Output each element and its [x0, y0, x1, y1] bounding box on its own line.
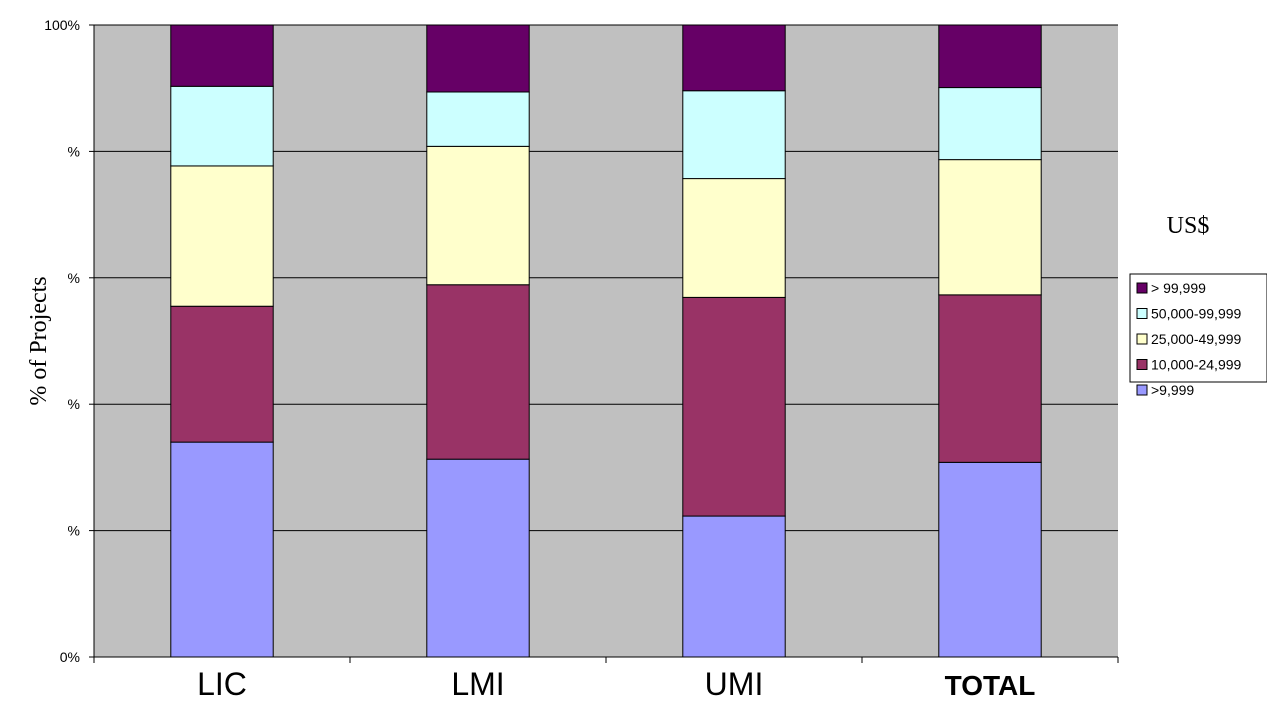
y-tick-label: 0%	[60, 649, 80, 665]
legend: > 99,999 50,000-99,999 25,000-49,999 10,000…	[1129, 273, 1267, 398]
bar-segment	[426, 145, 530, 286]
bar-segment	[682, 296, 786, 517]
legend-swatch	[1136, 333, 1148, 345]
x-tick-label: LIC	[197, 666, 247, 702]
legend-swatch	[1136, 308, 1148, 319]
y-tick-label: %	[68, 270, 80, 286]
y-tick-label: %	[68, 396, 80, 412]
bar-segment	[938, 87, 1042, 161]
legend-swatch	[1136, 384, 1148, 396]
bar-segment	[426, 91, 530, 147]
y-tick-label: %	[68, 523, 80, 539]
bar-segment	[682, 90, 786, 180]
bar-segment	[938, 24, 1042, 89]
y-tick-label: 100%	[44, 17, 80, 33]
bar-segment	[170, 441, 274, 658]
bar-segment	[938, 159, 1042, 296]
bar-segment	[426, 458, 530, 658]
legend-label: > 99,999	[1151, 280, 1206, 296]
legend-title: US$	[1167, 213, 1210, 239]
bars	[170, 24, 1042, 658]
bar-segment	[170, 85, 274, 167]
y-tick-label: %	[68, 143, 80, 159]
bar-segment	[170, 165, 274, 307]
legend-label: 25,000-49,999	[1151, 331, 1242, 347]
y-tick-labels: 0%%%%% 100%	[44, 17, 80, 665]
legend-label: 50,000-99,999	[1151, 306, 1242, 322]
bar-segment	[426, 24, 530, 93]
x-tick-labels: LIC LMI UMI TOTAL	[197, 666, 1035, 702]
legend-box	[1129, 273, 1267, 383]
bar-segment	[170, 305, 274, 443]
legend-items: > 99,999 50,000-99,999 25,000-49,999 10,000…	[1136, 280, 1242, 398]
bar-segment	[682, 178, 786, 298]
legend-swatch	[1136, 359, 1148, 370]
bar-segment	[682, 515, 786, 658]
x-tick-label: UMI	[705, 666, 764, 702]
legend-label: >9,999	[1151, 382, 1194, 398]
y-axis-label: % of Projects	[26, 276, 52, 405]
axes	[89, 24, 1119, 663]
legend-swatch	[1136, 282, 1148, 294]
bar-segment	[938, 461, 1042, 658]
x-tick-label: TOTAL	[945, 670, 1036, 701]
bar-segment	[938, 294, 1042, 463]
bar-segment	[170, 24, 274, 87]
x-tick-label: LMI	[451, 666, 504, 702]
bar-segment	[682, 24, 786, 92]
legend-label: 10,000-24,999	[1151, 357, 1242, 373]
bar-segment	[426, 284, 530, 460]
